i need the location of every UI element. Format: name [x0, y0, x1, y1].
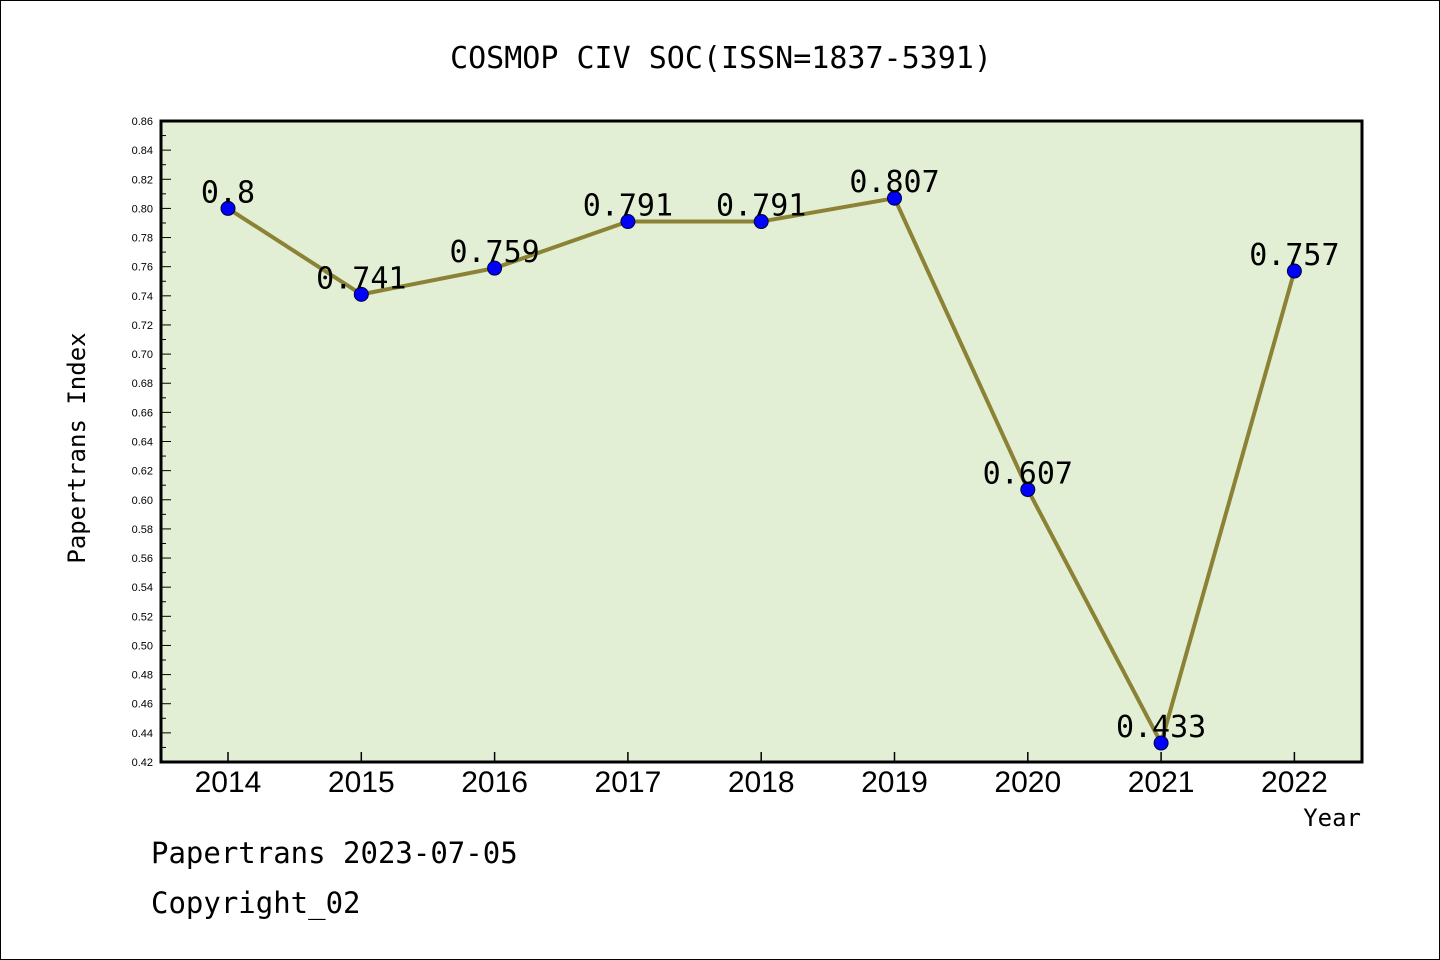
y-tick-label: 0.64 [132, 437, 153, 449]
x-tick-label: 2018 [728, 766, 795, 799]
footer-copyright: Copyright_02 [151, 886, 361, 920]
data-point [620, 214, 636, 230]
y-axis: 0.42 0.44 0.46 0.48 0.50 0.52 0.54 0.56 0.58 0.60… [132, 116, 171, 769]
data-label: 0.757 [1249, 238, 1339, 273]
x-tick-label: 2017 [595, 766, 662, 799]
y-tick-label: 0.58 [132, 524, 153, 536]
y-tick-label: 0.68 [132, 378, 153, 390]
x-tick-label: 2020 [994, 766, 1061, 799]
y-tick-label: 0.74 [132, 291, 153, 303]
y-tick-label: 0.54 [132, 582, 153, 594]
y-tick-label: 0.80 [132, 203, 153, 215]
y-tick-label: 0.62 [132, 466, 153, 478]
data-point [220, 200, 236, 216]
data-label: 0.791 [583, 189, 673, 224]
y-tick-label: 0.48 [132, 670, 153, 682]
y-tick-label: 0.86 [132, 116, 153, 128]
data-point [753, 214, 769, 230]
data-label: 0.8 [201, 175, 255, 210]
y-tick-label: 0.70 [132, 349, 153, 361]
x-tick-label: 2019 [861, 766, 928, 799]
y-axis-label: Papertrans Index [63, 332, 91, 563]
y-tick-label: 0.78 [132, 233, 153, 245]
data-point [887, 190, 902, 206]
data-labels: 0.8 0.741 0.759 0.791 0.791 0.807 0.607 0.433 0.… [201, 165, 1340, 745]
x-axis-label: Year [1303, 804, 1361, 832]
y-tick-label: 0.82 [132, 174, 153, 186]
data-label: 0.607 [983, 457, 1073, 492]
x-tick-label: 2014 [195, 766, 262, 799]
y-tick-label: 0.60 [132, 495, 153, 507]
x-tick-label: 2022 [1261, 766, 1328, 799]
data-label: 0.807 [849, 165, 939, 200]
data-label: 0.741 [316, 261, 406, 296]
x-tick-label: 2015 [328, 766, 395, 799]
y-tick-label: 0.50 [132, 640, 153, 652]
y-tick-label: 0.56 [132, 553, 153, 565]
y-tick-label: 0.44 [132, 728, 153, 740]
data-point [487, 260, 503, 276]
data-point [353, 286, 369, 302]
y-tick-label: 0.76 [132, 262, 153, 274]
data-point [1020, 482, 1036, 498]
y-tick-label: 0.46 [132, 699, 153, 711]
data-label: 0.791 [716, 189, 806, 224]
data-label: 0.759 [449, 235, 539, 270]
y-tick-label: 0.84 [132, 145, 153, 157]
data-markers [220, 190, 1302, 751]
footer-date: Papertrans 2023-07-05 [151, 836, 518, 870]
data-point [1286, 263, 1302, 279]
x-tick-label: 2016 [461, 766, 528, 799]
data-label: 0.433 [1116, 710, 1206, 745]
x-tick-label: 2021 [1128, 766, 1195, 799]
x-axis: 2014 2015 2016 2017 2018 2019 2020 2021 2022 [195, 752, 1328, 799]
y-tick-label: 0.72 [132, 320, 153, 332]
y-tick-label: 0.52 [132, 611, 153, 623]
y-tick-label: 0.42 [132, 757, 153, 769]
y-tick-label: 0.66 [132, 407, 153, 419]
chart-title: COSMOP CIV SOC(ISSN=1837-5391) [450, 41, 992, 76]
data-point [1153, 735, 1169, 751]
